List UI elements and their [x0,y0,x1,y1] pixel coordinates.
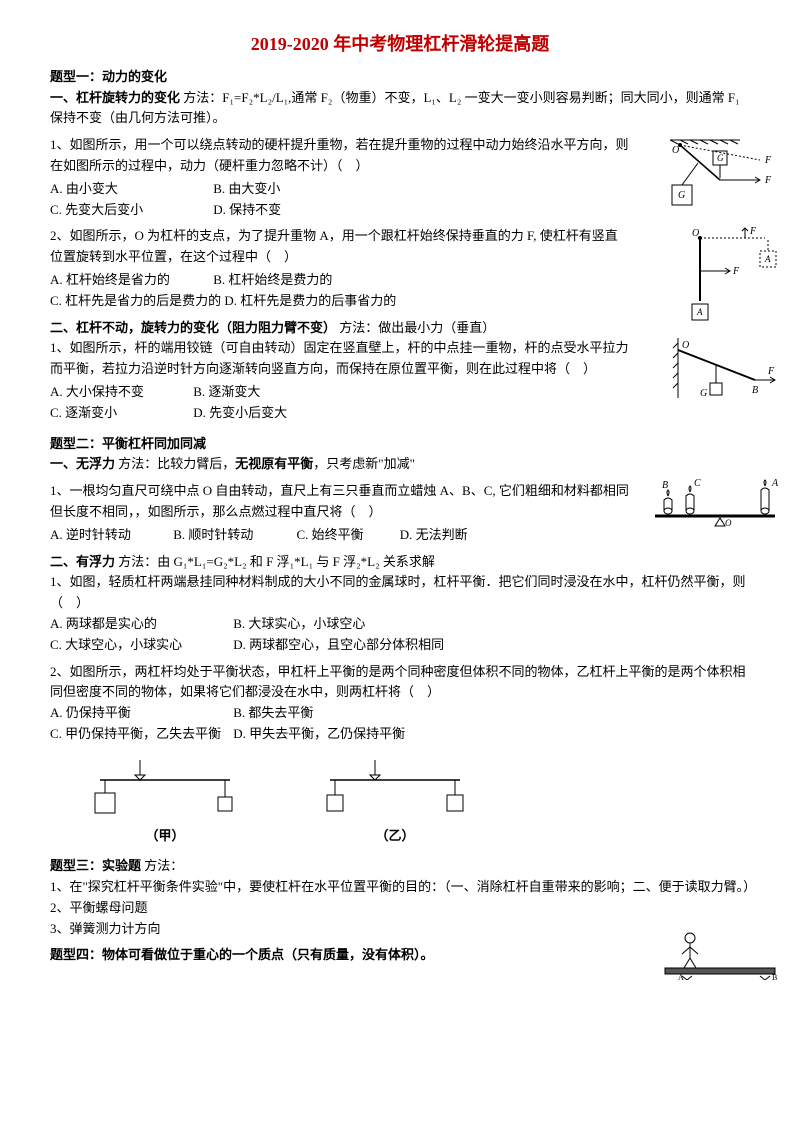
opt-1-2-b: B. 杠杆始终是费力的 [213,270,373,291]
figure-yi [320,755,470,815]
section-1-header: 题型一：动力的变化 [50,67,750,88]
sub-2-1-method-c: ，只考虑新"加减" [313,456,415,471]
svg-text:F: F [749,226,757,237]
opt-1-3-d: D. 先变小后变大 [193,403,353,424]
problem-3-1: 1、在"探究杠杆平衡条件实验"中，要使杠杆在水平位置平衡的目的：（一、消除杠杆自… [50,877,750,898]
figure-candles: O B C A [650,476,780,531]
opt-2-2-b: B. 大球实心，小球空心 [233,614,413,635]
problem-2-3: 2、如图所示，两杠杆均处于平衡状态，甲杠杆上平衡的是两个同种密度但体积不同的物体… [50,662,750,745]
section-4: 题型四：物体可看做位于重心的一个质点（只有质量，没有体积）。 A B [50,945,750,966]
problem-2-1-options: A. 逆时针转动 B. 顺时针转动 C. 始终平衡 D. 无法判断 [50,525,630,546]
opt-2-1-c: C. 始终平衡 [297,525,397,546]
problem-2-3-text: 2、如图所示，两杠杆均处于平衡状态，甲杠杆上平衡的是两个同种密度但体积不同的物体… [50,662,750,704]
svg-text:C: C [694,478,701,489]
section-3-method: 方法： [144,858,183,873]
opt-1-1-c: C. 先变大后变小 [50,200,210,221]
problem-1-1-text: 1、如图所示，用一个可以绕点转动的硬杆提升重物，若在提升重物的过程中动力始终沿水… [50,135,630,177]
opt-1-1-d: D. 保持不变 [213,200,373,221]
figure-lever-3: O F B G [670,338,780,408]
svg-text:A: A [764,254,771,264]
label-jia: （甲） [90,826,240,847]
opt-1-1-b: B. 由大变小 [213,179,373,200]
opt-1-3-a: A. 大小保持不变 [50,382,190,403]
section-3-header: 题型三：实验题 [50,858,141,873]
svg-text:G: G [700,388,707,399]
problem-1-3-options: A. 大小保持不变 B. 逐渐变大 C. 逐渐变小 D. 先变小后变大 [50,382,630,424]
svg-text:B: B [772,973,777,980]
subsection-1-1: 一、杠杆旋转力的变化 方法：F₁=F₂*L₂/L₁,通常 F₂（物重）不变，L₁… [50,88,750,130]
opt-2-3-b: B. 都失去平衡 [233,703,413,724]
figure-lever-1: O F F G G [670,135,780,215]
problem-1-2-options: A. 杠杆始终是省力的 B. 杠杆始终是费力的 C. 杠杆先是省力的后是费力的 … [50,270,630,312]
opt-1-2-a: A. 杠杆始终是省力的 [50,270,210,291]
opt-2-2-a: A. 两球都是实心的 [50,614,230,635]
figure-jia [90,755,240,815]
opt-1-2-c: C. 杠杆先是省力的后是费力的 [50,291,221,312]
problem-1-1-options: A. 由小变大 B. 由大变小 C. 先变大后变小 D. 保持不变 [50,179,630,221]
problem-2-3-options: A. 仍保持平衡 B. 都失去平衡 C. 甲仍保持平衡，乙失去平衡 D. 甲失去… [50,703,750,745]
problem-3-3: 3、弹簧测力计方向 [50,919,750,940]
opt-1-1-a: A. 由小变大 [50,179,210,200]
lever-diagrams: （甲） （乙） [90,755,750,847]
problem-2-2-options: A. 两球都是实心的 B. 大球实心，小球空心 C. 大球空心，小球实心 D. … [50,614,750,656]
opt-2-1-d: D. 无法判断 [400,525,560,546]
subsection-2-1: 一、无浮力 方法：比较力臂后，无视原有平衡，只考虑新"加减" [50,454,750,475]
sub-2-1-method-b: 无视原有平衡 [235,456,313,471]
sub-2-1-method-a: 方法：比较力臂后， [118,456,235,471]
svg-text:F: F [764,155,772,166]
subsection-2-2: 二、有浮力 方法：由 G₁*L₁=G₂*L₂ 和 F 浮₁*L₁ 与 F 浮₂*… [50,552,750,573]
svg-text:A: A [696,307,703,317]
svg-text:B: B [662,480,668,491]
svg-text:O: O [725,518,732,528]
problem-1-3-text: 1、如图所示，杆的端用铰链（可自由转动）固定在竖直壁上，杆的中点挂一重物，杆的点… [50,338,630,380]
figure-person-lever: A B [660,930,780,980]
section-4-header: 题型四：物体可看做位于重心的一个质点（只有质量，没有体积）。 [50,947,434,962]
svg-text:G: G [678,190,685,201]
opt-2-3-a: A. 仍保持平衡 [50,703,230,724]
sub-1-2-title: 二、杠杆不动，旋转力的变化（阻力阻力臂不变） [50,320,336,335]
lever-jia: （甲） [90,755,240,847]
svg-text:F: F [732,266,740,277]
opt-2-3-d: D. 甲失去平衡，乙仍保持平衡 [233,724,413,745]
sub-2-2-title: 二、有浮力 [50,554,115,569]
problem-3-2: 2、平衡螺母问题 [50,898,750,919]
lever-yi: （乙） [320,755,470,847]
problem-2-1: 1、一根均匀直尺可绕中点 O 自由转动，直尺上有三只垂直而立蜡烛 A、B、C, … [50,481,750,545]
svg-text:F: F [767,366,775,377]
section-3: 题型三：实验题 方法： [50,856,750,877]
svg-text:O: O [672,145,679,156]
subsection-1-2: 二、杠杆不动，旋转力的变化（阻力阻力臂不变） 方法：做出最小力（垂直） [50,318,750,339]
svg-text:G: G [717,153,724,163]
svg-text:B: B [752,385,758,396]
problem-2-2: 1、如图，轻质杠杆两端悬挂同种材料制成的大小不同的金属球时，杠杆平衡．把它们同时… [50,572,750,655]
problem-1-1: 1、如图所示，用一个可以绕点转动的硬杆提升重物，若在提升重物的过程中动力始终沿水… [50,135,750,220]
opt-2-1-b: B. 顺时针转动 [173,525,293,546]
opt-2-2-c: C. 大球空心，小球实心 [50,635,230,656]
sub-2-2-method: 方法：由 G₁*L₁=G₂*L₂ 和 F 浮₁*L₁ 与 F 浮₂*L₂ 关系求… [118,554,435,569]
svg-text:A: A [771,478,779,489]
opt-2-2-d: D. 两球都空心，且空心部分体积相同 [233,635,444,656]
sub-1-2-method: 方法：做出最小力（垂直） [339,320,495,335]
problem-1-3: 1、如图所示，杆的端用铰链（可自由转动）固定在竖直壁上，杆的中点挂一重物，杆的点… [50,338,750,423]
problem-1-2-text: 2、如图所示，O 为杠杆的支点，为了提升重物 A，用一个跟杠杆始终保持垂直的力 … [50,226,630,268]
svg-text:F: F [764,175,772,186]
problem-2-1-text: 1、一根均匀直尺可绕中点 O 自由转动，直尺上有三只垂直而立蜡烛 A、B、C, … [50,481,630,523]
opt-1-2-d: D. 杠杆先是费力的后事省力的 [224,291,396,312]
problem-2-2-text: 1、如图，轻质杠杆两端悬挂同种材料制成的大小不同的金属球时，杠杆平衡．把它们同时… [50,572,750,614]
label-yi: （乙） [320,826,470,847]
figure-lever-2: O F A F A [690,226,780,321]
svg-text:O: O [682,340,689,351]
sub-1-1-title: 一、杠杆旋转力的变化 [50,90,180,105]
opt-2-3-c: C. 甲仍保持平衡，乙失去平衡 [50,724,230,745]
opt-2-1-a: A. 逆时针转动 [50,525,170,546]
sub-2-1-title: 一、无浮力 [50,456,115,471]
section-2-header: 题型二：平衡杠杆同加同减 [50,434,750,455]
problem-1-2: 2、如图所示，O 为杠杆的支点，为了提升重物 A，用一个跟杠杆始终保持垂直的力 … [50,226,750,311]
svg-text:A: A [678,973,684,980]
page-title: 2019-2020 年中考物理杠杆滑轮提高题 [50,30,750,59]
opt-1-3-c: C. 逐渐变小 [50,403,190,424]
opt-1-3-b: B. 逐渐变大 [193,382,353,403]
